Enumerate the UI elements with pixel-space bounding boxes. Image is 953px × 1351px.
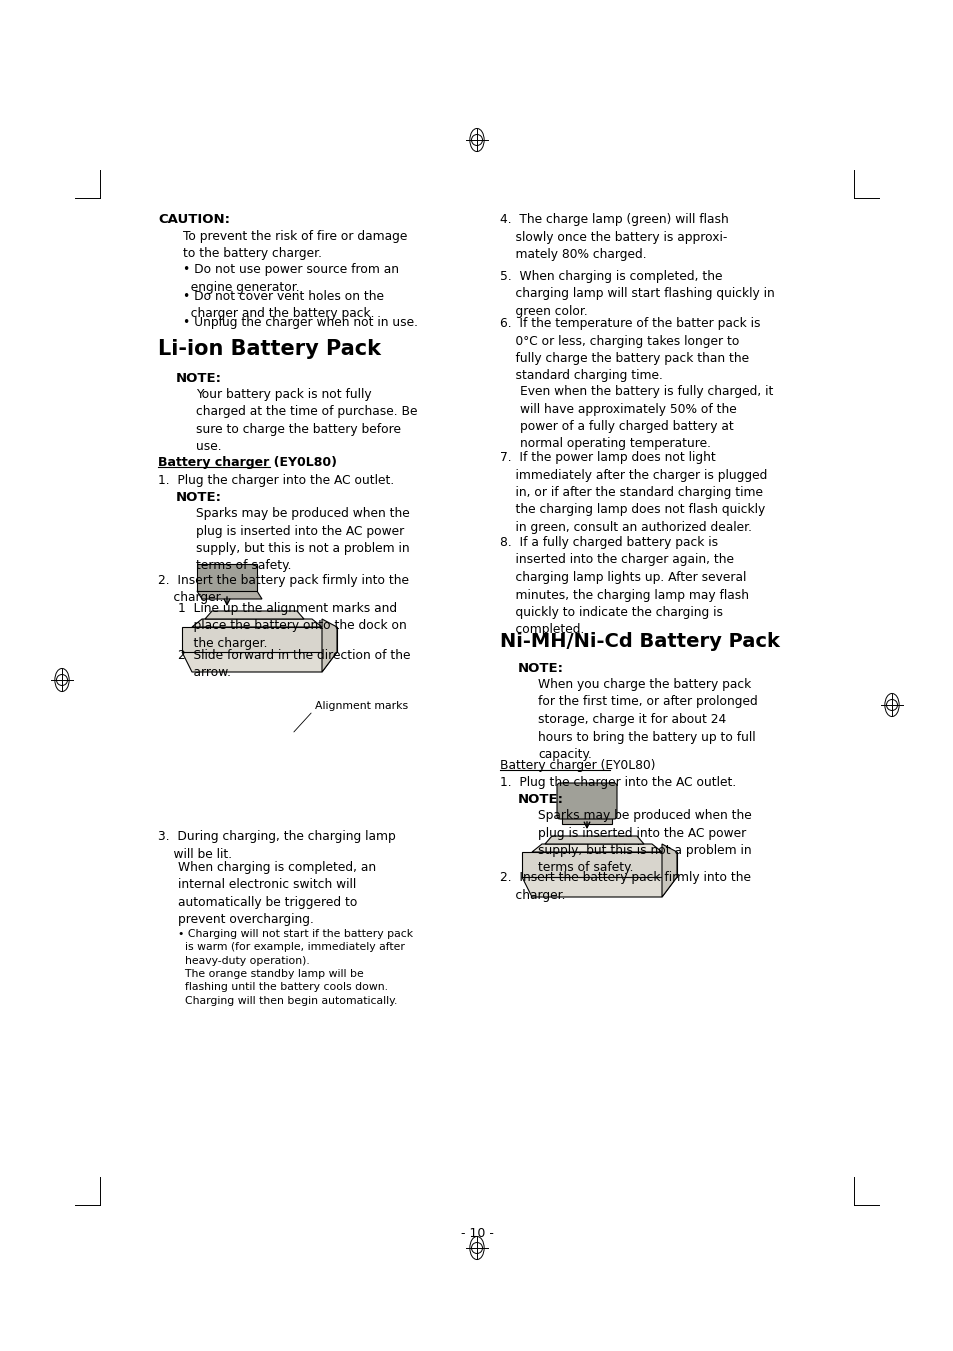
Polygon shape [182, 653, 336, 671]
Text: 7.  If the power lamp does not light
    immediately after the charger is plugge: 7. If the power lamp does not light imme… [499, 451, 766, 534]
Polygon shape [322, 619, 336, 671]
Polygon shape [661, 844, 677, 897]
Text: • Do not use power source from an
  engine generator.: • Do not use power source from an engine… [183, 263, 398, 293]
Text: Sparks may be produced when the
plug is inserted into the AC power
supply, but t: Sparks may be produced when the plug is … [537, 809, 751, 874]
Polygon shape [561, 816, 612, 824]
Polygon shape [182, 627, 336, 653]
Text: 6.  If the temperature of the batter pack is
    0°C or less, charging takes lon: 6. If the temperature of the batter pack… [499, 317, 760, 382]
Polygon shape [521, 877, 677, 897]
Text: 1  Line up the alignment marks and
    place the battery onto the dock on
    th: 1 Line up the alignment marks and place … [178, 603, 406, 650]
Text: 2.  Insert the battery pack firmly into the
    charger.: 2. Insert the battery pack firmly into t… [499, 871, 750, 901]
Text: - 10 -: - 10 - [460, 1227, 493, 1240]
Text: 4.  The charge lamp (green) will flash
    slowly once the battery is approxi-
 : 4. The charge lamp (green) will flash sl… [499, 213, 728, 261]
Polygon shape [196, 563, 256, 590]
Text: NOTE:: NOTE: [175, 490, 222, 504]
Text: NOTE:: NOTE: [517, 793, 563, 807]
Text: 8.  If a fully charged battery pack is
    inserted into the charger again, the
: 8. If a fully charged battery pack is in… [499, 536, 748, 636]
Text: 1.  Plug the charger into the AC outlet.: 1. Plug the charger into the AC outlet. [158, 474, 394, 486]
Text: 3.  During charging, the charging lamp
    will be lit.: 3. During charging, the charging lamp wi… [158, 830, 395, 861]
Text: 1.  Plug the charger into the AC outlet.: 1. Plug the charger into the AC outlet. [499, 775, 736, 789]
Polygon shape [532, 844, 661, 852]
Text: NOTE:: NOTE: [517, 662, 563, 676]
FancyBboxPatch shape [557, 784, 617, 819]
Text: 2  Slide forward in the direction of the
    arrow.: 2 Slide forward in the direction of the … [178, 648, 410, 680]
Text: CAUTION:: CAUTION: [158, 213, 230, 226]
Text: Even when the battery is fully charged, it
will have approximately 50% of the
po: Even when the battery is fully charged, … [519, 385, 773, 450]
Text: • Unplug the charger when not in use.: • Unplug the charger when not in use. [183, 316, 417, 330]
Text: To prevent the risk of fire or damage
to the battery charger.: To prevent the risk of fire or damage to… [183, 230, 407, 261]
Polygon shape [205, 611, 304, 619]
Polygon shape [192, 619, 322, 627]
Polygon shape [544, 836, 643, 844]
Text: Alignment marks: Alignment marks [314, 701, 408, 711]
Text: When charging is completed, an
internal electronic switch will
automatically be : When charging is completed, an internal … [178, 861, 375, 927]
Text: Battery charger (EY0L80): Battery charger (EY0L80) [499, 759, 655, 771]
Text: Li-ion Battery Pack: Li-ion Battery Pack [158, 339, 380, 359]
Text: Battery charger (EY0L80): Battery charger (EY0L80) [158, 457, 336, 469]
Text: 5.  When charging is completed, the
    charging lamp will start flashing quickl: 5. When charging is completed, the charg… [499, 270, 774, 317]
Text: • Do not cover vent holes on the
  charger and the battery pack.: • Do not cover vent holes on the charger… [183, 290, 384, 320]
Text: • Charging will not start if the battery pack
  is warm (for example, immediatel: • Charging will not start if the battery… [178, 929, 413, 1005]
Polygon shape [521, 852, 677, 877]
Text: When you charge the battery pack
for the first time, or after prolonged
storage,: When you charge the battery pack for the… [537, 678, 757, 761]
Polygon shape [196, 590, 262, 598]
Text: Your battery pack is not fully
charged at the time of purchase. Be
sure to charg: Your battery pack is not fully charged a… [195, 388, 417, 454]
Text: NOTE:: NOTE: [175, 372, 222, 385]
Text: Sparks may be produced when the
plug is inserted into the AC power
supply, but t: Sparks may be produced when the plug is … [195, 507, 410, 573]
Text: 2.  Insert the battery pack firmly into the
    charger.: 2. Insert the battery pack firmly into t… [158, 574, 409, 604]
Text: Ni-MH/Ni-Cd Battery Pack: Ni-MH/Ni-Cd Battery Pack [499, 632, 779, 651]
